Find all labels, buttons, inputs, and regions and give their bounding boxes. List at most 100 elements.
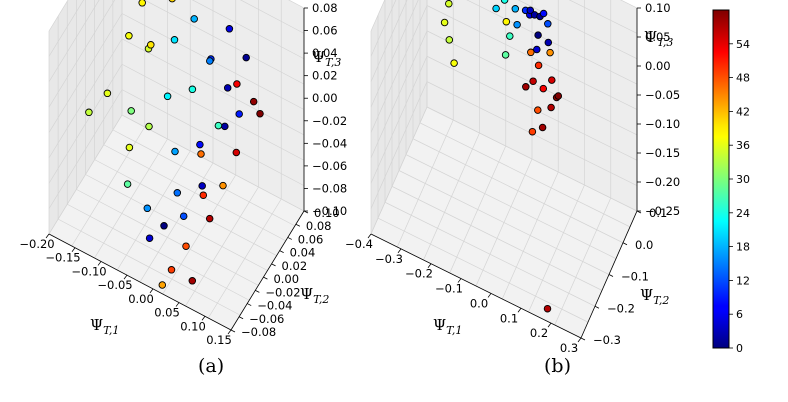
colorbar-gradient bbox=[712, 9, 730, 349]
subplot-b-point bbox=[445, 0, 453, 8]
subplot-a-y-tick-label: 0.02 bbox=[282, 259, 308, 273]
subplot-a-point bbox=[256, 109, 264, 118]
subplot-b-point bbox=[528, 127, 537, 136]
subplot-b-y-tick-label: 0.0 bbox=[635, 238, 653, 252]
subplot-a-point bbox=[127, 107, 135, 115]
subplot-a-point bbox=[219, 181, 227, 190]
subplot-b-y-tick-label: −0.1 bbox=[621, 270, 649, 284]
colorbar-tick-label: 36 bbox=[736, 139, 750, 152]
subplot-a-y-tick-label: −0.06 bbox=[249, 312, 284, 326]
caption-a: (a) bbox=[198, 355, 224, 377]
subplot-b-point bbox=[501, 51, 510, 59]
subplot-a-x-tick-label: −0.05 bbox=[97, 278, 132, 292]
subplot-a-point bbox=[182, 242, 190, 250]
subplot-b-z-tick-label: −0.20 bbox=[645, 175, 680, 189]
subplot-a-point bbox=[198, 182, 206, 190]
subplot-a-point bbox=[170, 36, 179, 44]
subplot-a-z-tick-label: 0.08 bbox=[312, 1, 338, 15]
subplot-b-point bbox=[445, 36, 454, 44]
subplot-b-y-tick-label: −0.3 bbox=[593, 333, 621, 347]
subplot-b-x-axis bbox=[370, 233, 582, 339]
subplot-a-point bbox=[145, 234, 154, 242]
subplot-a-point bbox=[173, 189, 182, 197]
colorbar-tick-label: 30 bbox=[736, 173, 750, 186]
subplot-b-point bbox=[450, 59, 458, 67]
colorbar-tick-label: 0 bbox=[736, 342, 743, 355]
subplot-b-point bbox=[522, 83, 530, 91]
subplot-b-xlabel: ΨT,1 bbox=[433, 316, 462, 337]
subplot-b-point bbox=[544, 38, 553, 47]
subplot-b-ylabel: ΨT,2 bbox=[640, 286, 669, 307]
subplot-a-point bbox=[138, 0, 146, 7]
subplot-a-point bbox=[103, 89, 112, 98]
subplot-a-point bbox=[168, 0, 176, 3]
subplot-b-point bbox=[500, 0, 509, 4]
subplot-b-z-tick-label: −0.10 bbox=[645, 117, 680, 131]
subplot-a-z-tick-label: −0.02 bbox=[312, 114, 347, 128]
subplot-a-point bbox=[145, 122, 153, 131]
subplot-a-point bbox=[223, 84, 232, 92]
subplot-b-y-tick-label: 0.1 bbox=[649, 206, 667, 220]
subplot-a-point bbox=[167, 266, 176, 274]
subplot-a-z-tick-label: 0.00 bbox=[312, 91, 338, 105]
subplot-a-x-axis bbox=[48, 233, 232, 331]
subplot-a-z-tick-label: −0.08 bbox=[312, 181, 347, 195]
subplot-a-point bbox=[233, 80, 241, 88]
subplot-b-x-tick-label: −0.2 bbox=[405, 267, 433, 281]
subplot-b-point bbox=[539, 84, 548, 93]
subplot-a-point bbox=[85, 108, 93, 117]
subplot-a-z-tick-label: −0.10 bbox=[312, 204, 347, 218]
subplot-b-point bbox=[513, 20, 521, 29]
subplot-a-point bbox=[197, 150, 205, 158]
subplot-b-point bbox=[529, 77, 537, 85]
subplot-a-y-tick-label: 0.04 bbox=[290, 246, 316, 260]
subplot-b-point bbox=[502, 17, 511, 26]
subplot-a-xlabel: ΨT,1 bbox=[90, 316, 119, 337]
colorbar-tick-label: 42 bbox=[736, 105, 750, 118]
subplot-b-y-tick-label: −0.2 bbox=[607, 301, 635, 315]
subplot-a-z-tick-label: 0.02 bbox=[312, 69, 338, 83]
colorbar-tick-label: 24 bbox=[736, 207, 750, 220]
subplot-b-point bbox=[554, 92, 563, 100]
subplot-b-x-tick-label: −0.4 bbox=[345, 237, 373, 251]
subplot-a-ylabel: ΨT,2 bbox=[300, 285, 329, 306]
colorbar-tick-label: 54 bbox=[736, 38, 750, 51]
subplot-b: −0.4−0.3−0.2−0.10.00.10.20.3−0.3−0.2−0.1… bbox=[345, 0, 680, 355]
subplot-a-point bbox=[143, 204, 152, 213]
subplot-a-point bbox=[190, 15, 198, 23]
subplot-a-y-tick-label: 0.06 bbox=[298, 232, 324, 246]
subplot-b-point bbox=[492, 4, 500, 13]
subplot-b-point bbox=[543, 304, 552, 313]
subplot-b-point bbox=[544, 20, 552, 28]
subplot-b-point bbox=[526, 6, 535, 15]
subplot-a-point bbox=[235, 110, 243, 118]
subplot-b-z-tick-label: −0.25 bbox=[645, 204, 680, 218]
subplot-a-y-axis bbox=[230, 210, 305, 331]
subplot-b-point bbox=[533, 45, 541, 54]
subplot-a-point bbox=[179, 212, 188, 220]
subplot-b-x-tick-label: −0.1 bbox=[435, 282, 463, 296]
subplot-a-x-tick-label: −0.15 bbox=[45, 251, 80, 265]
subplot-b-point bbox=[534, 31, 542, 39]
subplot-b-x-tick-label: 0.0 bbox=[470, 296, 488, 310]
subplot-a-y-tick-label: −0.02 bbox=[265, 285, 300, 299]
subplot-a-point bbox=[232, 148, 241, 157]
subplot-b-point bbox=[527, 48, 535, 57]
subplot-a-point bbox=[221, 122, 229, 131]
subplot-a-point bbox=[225, 25, 234, 33]
subplot-a-y-tick-label: 0.08 bbox=[306, 219, 332, 233]
subplot-a-x-tick-label: 0.15 bbox=[206, 333, 232, 347]
subplot-a-point bbox=[188, 85, 197, 94]
subplot-a-point bbox=[125, 32, 133, 40]
subplot-a-point bbox=[196, 140, 204, 149]
colorbar-tick-label: 48 bbox=[736, 72, 750, 85]
colorbar-tick-label: 6 bbox=[736, 308, 743, 321]
subplot-a-point bbox=[158, 281, 167, 289]
subplot-a-y-tick-label: 0.10 bbox=[314, 206, 340, 220]
subplot-b-point bbox=[534, 61, 543, 70]
subplot-a-z-tick-label: 0.04 bbox=[312, 46, 338, 60]
caption-b: (b) bbox=[544, 355, 571, 377]
subplot-a-z-tick-label: −0.04 bbox=[312, 136, 347, 150]
subplot-b-z-tick-label: 0.05 bbox=[645, 30, 671, 44]
